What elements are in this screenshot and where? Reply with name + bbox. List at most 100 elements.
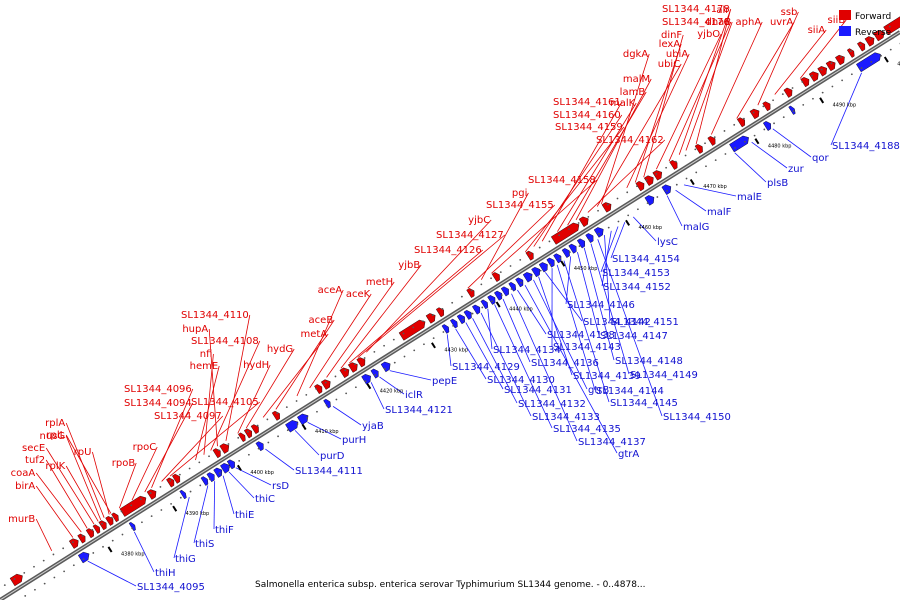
gene-label-gtrA[interactable]: gtrA [618, 449, 639, 460]
gene-label-thiE[interactable]: thiE [235, 510, 254, 521]
gene-label-aceB[interactable]: aceB [309, 315, 334, 326]
gene-label-ssb[interactable]: ssb [781, 7, 798, 18]
gene-label-dinF[interactable]: dinF [661, 30, 682, 41]
gene-label-rplL[interactable]: rplL [46, 430, 65, 441]
gene-label-nfi[interactable]: nfi [200, 349, 213, 360]
gene-label-malE[interactable]: malE [737, 192, 762, 203]
gene-label-pgi[interactable]: pgi [512, 188, 527, 199]
gene-label-SL1344_4178[interactable]: SL1344_4178 [662, 4, 730, 15]
gene-label-malF[interactable]: malF [707, 207, 732, 218]
gene-label-coaA[interactable]: coaA [11, 468, 36, 479]
gene-label-yjbO[interactable]: yjbO [697, 29, 720, 40]
gene-label-dgkA[interactable]: dgkA [623, 49, 648, 60]
gene-label-thiS[interactable]: thiS [195, 539, 214, 550]
gene-label-rpoC[interactable]: rpoC [133, 442, 157, 453]
gene-label-SL1344_4148[interactable]: SL1344_4148 [615, 356, 683, 367]
gene-label-SL1344_4137[interactable]: SL1344_4137 [578, 437, 646, 448]
gene-label-aphA[interactable]: aphA [736, 17, 762, 28]
gene-label-SL1344_4097[interactable]: SL1344_4097 [154, 411, 222, 422]
gene-label-lamB[interactable]: lamB [620, 87, 646, 98]
gene-label-gtrB[interactable]: gtrB [588, 385, 609, 396]
gene-label-SL1344_4126[interactable]: SL1344_4126 [414, 245, 482, 256]
gene-label-SL1344_4134[interactable]: SL1344_4134 [493, 345, 561, 356]
gene-label-lexA[interactable]: lexA [659, 39, 681, 50]
gene-label-SL1344_4130[interactable]: SL1344_4130 [487, 375, 555, 386]
gene-label-SL1344_4162[interactable]: SL1344_4162 [596, 135, 664, 146]
gene-label-purD[interactable]: purD [320, 451, 345, 462]
gene-label-SL1344_4138[interactable]: SL1344_4138 [547, 330, 615, 341]
gene-label-ubiA[interactable]: ubiA [666, 49, 688, 60]
gene-label-SL1344_4150[interactable]: SL1344_4150 [663, 412, 731, 423]
gene-label-SL1344_4129[interactable]: SL1344_4129 [452, 362, 520, 373]
gene-label-SL1344_4151[interactable]: SL1344_4151 [611, 317, 679, 328]
gene-label-uvrA[interactable]: uvrA [770, 17, 793, 28]
gene-label-birA[interactable]: birA [15, 481, 35, 492]
gene-label-thiH[interactable]: thiH [155, 568, 176, 579]
gene-label-SL1344_4145[interactable]: SL1344_4145 [610, 398, 678, 409]
gene-label-SL1344_4133[interactable]: SL1344_4133 [532, 412, 600, 423]
gene-label-hydG[interactable]: hydG [267, 344, 293, 355]
gene-label-SL1344_4105[interactable]: SL1344_4105 [191, 397, 259, 408]
gene-label-SL1344_4131[interactable]: SL1344_4131 [504, 385, 572, 396]
gene-label-iclR[interactable]: iclR [405, 390, 423, 401]
gene-label-ubiC[interactable]: ubiC [658, 59, 680, 70]
gene-label-SL1344_4136[interactable]: SL1344_4136 [531, 358, 599, 369]
gene-label-SL1344_4188[interactable]: SL1344_4188 [832, 141, 900, 152]
gene-label-rsD[interactable]: rsD [272, 481, 289, 492]
gene-label-thiF[interactable]: thiF [215, 525, 234, 536]
gene-label-lysC[interactable]: lysC [657, 237, 678, 248]
gene-label-SL1344_4154[interactable]: SL1344_4154 [612, 254, 680, 265]
gene-label-murB[interactable]: murB [8, 514, 35, 525]
gene-label-SL1344_4111[interactable]: SL1344_4111 [295, 466, 363, 477]
gene-label-aceK[interactable]: aceK [346, 289, 371, 300]
gene-label-siiB[interactable]: siiB [828, 15, 846, 26]
gene-label-hupA[interactable]: hupA [182, 324, 208, 335]
gene-label-metA[interactable]: metA [301, 329, 328, 340]
gene-label-zur[interactable]: zur [788, 164, 805, 175]
gene-label-purH[interactable]: purH [342, 435, 366, 446]
gene-label-SL1344_4147[interactable]: SL1344_4147 [600, 331, 668, 342]
gene-label-SL1344_4135[interactable]: SL1344_4135 [553, 424, 621, 435]
gene-label-SL1344_4142[interactable]: SL1344_4142 [583, 317, 651, 328]
gene-label-yjbC[interactable]: yjbC [468, 215, 490, 226]
gene-label-SL1344_4153[interactable]: SL1344_4153 [602, 268, 670, 279]
gene-label-SL1344_4176[interactable]: SL1344_4176 [662, 17, 730, 28]
gene-label-SL1344_4161[interactable]: SL1344_4161 [553, 97, 621, 108]
gene-label-siiA[interactable]: siiA [808, 25, 826, 36]
gene-label-rpoB[interactable]: rpoB [112, 458, 136, 469]
gene-label-SL1344_4121[interactable]: SL1344_4121 [385, 405, 453, 416]
gene-label-SL1344_4144[interactable]: SL1344_4144 [596, 386, 664, 397]
gene-label-plsB[interactable]: plsB [767, 178, 788, 189]
gene-label-qor[interactable]: qor [812, 153, 829, 164]
gene-label-SL1344_4127[interactable]: SL1344_4127 [436, 230, 504, 241]
gene-label-SL1344_4095[interactable]: SL1344_4095 [137, 582, 205, 593]
gene-label-yjaB[interactable]: yjaB [362, 421, 384, 432]
gene-label-malK[interactable]: malK [610, 98, 636, 109]
gene-label-SL1344_4146[interactable]: SL1344_4146 [567, 300, 635, 311]
gene-label-dnaB[interactable]: dnaB [706, 17, 732, 28]
gene-label-alr[interactable]: alr [716, 5, 730, 16]
gene-label-SL1344_4132[interactable]: SL1344_4132 [518, 399, 586, 410]
gene-label-aceA[interactable]: aceA [318, 285, 343, 296]
gene-label-SL1344_4096[interactable]: SL1344_4096 [124, 384, 192, 395]
gene-label-SL1344_4160[interactable]: SL1344_4160 [553, 110, 621, 121]
gene-label-SL1344_4149[interactable]: SL1344_4149 [630, 370, 698, 381]
gene-label-SL1344_4159[interactable]: SL1344_4159 [555, 122, 623, 133]
gene-label-SL1344_4108[interactable]: SL1344_4108 [191, 336, 259, 347]
gene-label-rplK[interactable]: rplK [45, 461, 65, 472]
gene-label-SL1344_4139[interactable]: SL1344_4139 [573, 371, 641, 382]
gene-label-nusG[interactable]: nusG [40, 431, 66, 442]
gene-label-malM[interactable]: malM [623, 74, 650, 85]
gene-label-malG[interactable]: malG [683, 222, 709, 233]
gene-label-SL1344_4143[interactable]: SL1344_4143 [553, 342, 621, 353]
gene-label-secE[interactable]: secE [22, 443, 45, 454]
gene-label-hemE[interactable]: hemE [190, 361, 219, 372]
gene-label-SL1344_4110[interactable]: SL1344_4110 [181, 310, 249, 321]
gene-label-SL1344_4094[interactable]: SL1344_4094 [124, 398, 192, 409]
gene-label-SL1344_4155[interactable]: SL1344_4155 [486, 200, 554, 211]
gene-label-yjbB[interactable]: yjbB [398, 260, 420, 271]
gene-label-SL1344_4152[interactable]: SL1344_4152 [603, 282, 671, 293]
gene-label-hydH[interactable]: hydH [243, 360, 269, 371]
gene-label-pepE[interactable]: pepE [432, 376, 457, 387]
gene-label-thiG[interactable]: thiG [175, 554, 196, 565]
